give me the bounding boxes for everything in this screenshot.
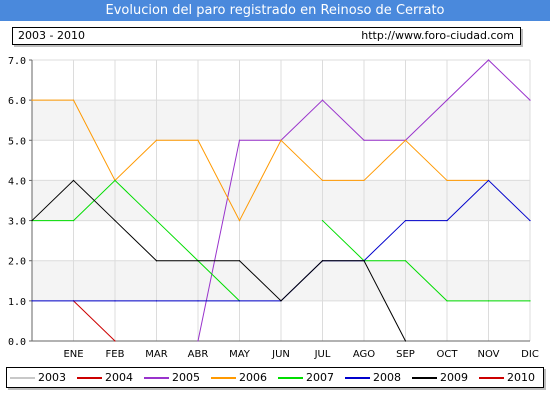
- legend-item-2003: 2003: [7, 368, 74, 387]
- y-tick-label: 3.0: [8, 217, 26, 228]
- legend-label: 2006: [239, 371, 267, 384]
- series-line-2007: [322, 220, 530, 302]
- y-tick-label: 5.0: [8, 136, 26, 147]
- x-tick-label: ABR: [188, 349, 209, 360]
- y-tick-label: 6.0: [8, 96, 26, 107]
- series-line-2004: [73, 300, 116, 342]
- series-line-2005: [197, 59, 531, 342]
- x-tick-label: MAY: [229, 349, 251, 360]
- x-tick-label: JUN: [271, 349, 290, 360]
- series-line-2007: [32, 179, 240, 302]
- legend-label: 2003: [38, 371, 66, 384]
- x-tick-label: ENE: [63, 349, 83, 360]
- x-tick-label: SEP: [396, 349, 415, 360]
- x-tick-label: NOV: [477, 349, 499, 360]
- legend-swatch: [278, 377, 303, 379]
- legend-item-2005: 2005: [141, 368, 208, 387]
- y-tick-label: 4.0: [8, 176, 26, 187]
- x-tick-label: JUL: [314, 349, 331, 360]
- legend-item-2007: 2007: [275, 368, 342, 387]
- series-line-2006: [32, 99, 489, 222]
- subtitle-url: http://www.foro-ciudad.com: [361, 29, 514, 42]
- legend-label: 2009: [440, 371, 468, 384]
- y-tick-label: 0.0: [8, 337, 26, 348]
- x-tick-label: FEB: [106, 349, 125, 360]
- x-tick-label: MAR: [145, 349, 167, 360]
- legend-swatch: [10, 377, 35, 379]
- legend-swatch: [211, 377, 236, 379]
- legend-item-2010: 2010: [476, 368, 543, 387]
- legend-swatch: [345, 377, 370, 379]
- chart-title: Evolucion del paro registrado en Reinoso…: [0, 0, 550, 21]
- legend-label: 2007: [306, 371, 334, 384]
- y-tick-label: 2.0: [8, 257, 26, 268]
- series-line-2009: [31, 179, 406, 342]
- subtitle-bar: 2003 - 2010 http://www.foro-ciudad.com: [12, 27, 521, 45]
- x-tick-label: AGO: [353, 349, 375, 360]
- legend-swatch: [412, 377, 437, 379]
- legend-label: 2005: [172, 371, 200, 384]
- legend-swatch: [479, 377, 504, 379]
- legend-label: 2004: [105, 371, 133, 384]
- legend-item-2004: 2004: [74, 368, 141, 387]
- legend-item-2006: 2006: [208, 368, 275, 387]
- subtitle-years: 2003 - 2010: [18, 29, 85, 42]
- x-tick-label: OCT: [437, 349, 459, 360]
- x-tick-label: DIC: [521, 349, 539, 360]
- legend-item-2008: 2008: [342, 368, 409, 387]
- y-tick-label: 7.0: [8, 56, 26, 67]
- legend-swatch: [144, 377, 169, 379]
- chart-legend: 2003 2004 2005 2006 2007 2008 2009 2010: [6, 367, 544, 388]
- legend-label: 2010: [507, 371, 535, 384]
- legend-item-2009: 2009: [409, 368, 476, 387]
- y-tick-label: 1.0: [8, 297, 26, 308]
- legend-swatch: [77, 377, 102, 379]
- legend-label: 2008: [373, 371, 401, 384]
